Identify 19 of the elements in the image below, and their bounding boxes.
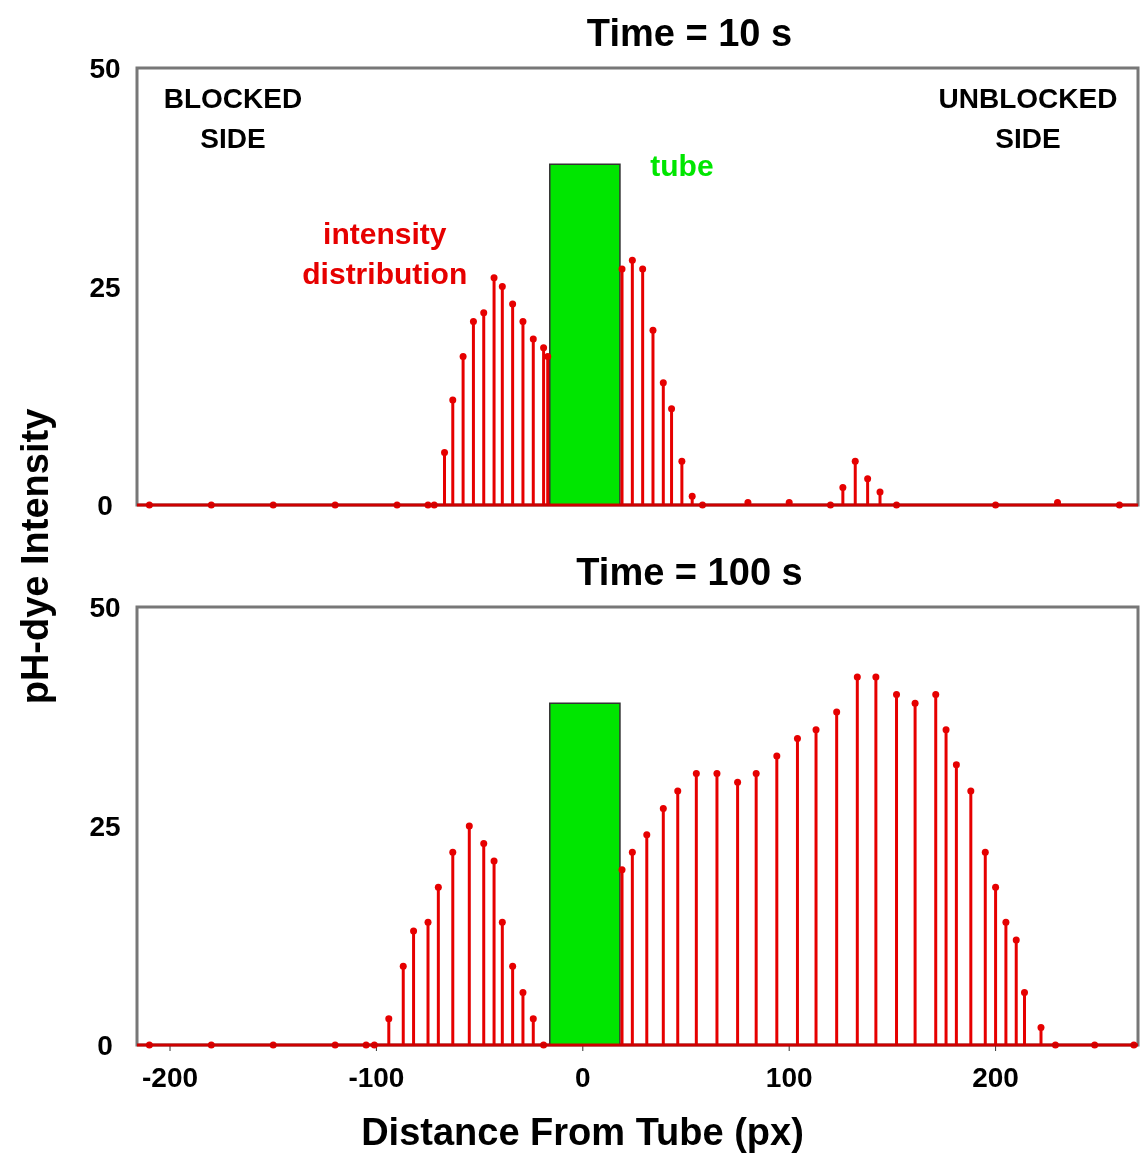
x-tick-label: -100 [348, 1062, 405, 1093]
series-label: intensity distribution [302, 217, 468, 291]
y-tick-label: 50 [89, 592, 121, 623]
y-tick-label: 0 [97, 490, 113, 521]
y-tick-label: 0 [97, 1030, 113, 1061]
x-axis-title: Distance From Tube (px) [361, 1111, 804, 1153]
annotation: UNBLOCKED SIDE [938, 83, 1118, 154]
y-axis-title: pH-dye Intensity [14, 408, 56, 705]
y-tick-label: 25 [89, 271, 121, 303]
chart-title: Time = 100 s [576, 551, 803, 593]
y-tick-label: 25 [89, 811, 121, 842]
x-tick-label: 0 [575, 1062, 591, 1093]
chart-title: Time = 10 s [586, 12, 793, 54]
x-tick-label: 100 [765, 1062, 813, 1093]
x-tick-label: -200 [142, 1062, 199, 1093]
y-tick-label: 50 [89, 53, 121, 84]
annotation: BLOCKED SIDE [163, 83, 303, 154]
series-label: tube [650, 149, 714, 183]
x-tick-label: 200 [972, 1062, 1019, 1093]
